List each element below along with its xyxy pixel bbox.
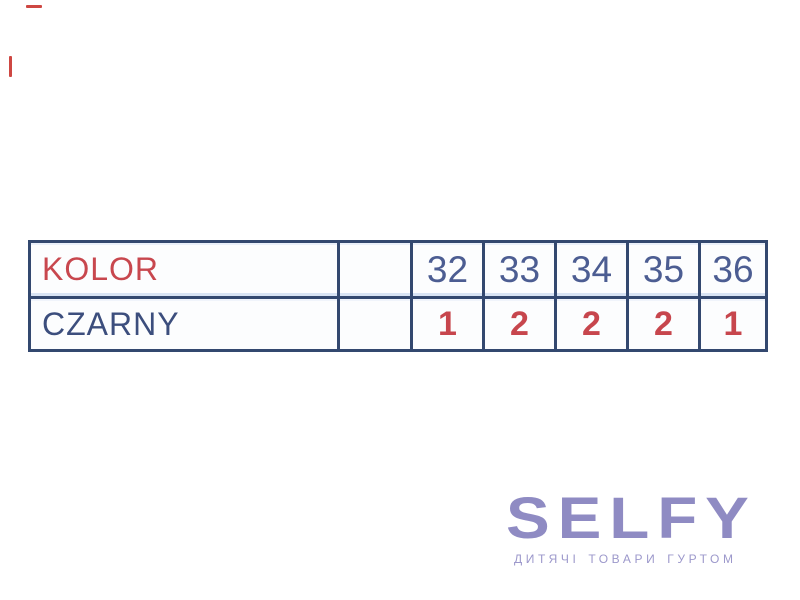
size-cell-32: 32 (413, 243, 482, 296)
size-cell-33: 33 (485, 243, 554, 296)
kolor-label: KOLOR (42, 251, 160, 287)
qty-cell-36: 1 (701, 299, 765, 349)
size-cell-35: 35 (629, 243, 698, 296)
crop-artifact-top-icon (26, 5, 42, 8)
header-spacer-cell (340, 243, 410, 296)
selfy-logo-text: SELFY (506, 486, 757, 551)
qty-cell-35: 2 (629, 299, 698, 349)
qty-cell-34: 2 (557, 299, 626, 349)
header-cell-kolor: KOLOR (31, 243, 337, 296)
crop-artifact-left-icon (9, 56, 12, 77)
size-cell-34: 34 (557, 243, 626, 296)
data-spacer-cell (340, 299, 410, 349)
qty-cell-33: 2 (485, 299, 554, 349)
czarny-label: CZARNY (42, 305, 180, 342)
selfy-logo-tagline: ДИТЯЧІ ТОВАРИ ГУРТОМ (514, 552, 737, 566)
size-cell-36: 36 (701, 243, 765, 296)
size-availability-table: KOLOR 32 33 34 35 36 CZARNY 1 2 2 2 1 (28, 240, 768, 352)
qty-cell-32: 1 (413, 299, 482, 349)
color-cell-czarny: CZARNY (31, 299, 337, 349)
selfy-logo: SELFY ДИТЯЧІ ТОВАРИ ГУРТОМ (506, 490, 786, 567)
